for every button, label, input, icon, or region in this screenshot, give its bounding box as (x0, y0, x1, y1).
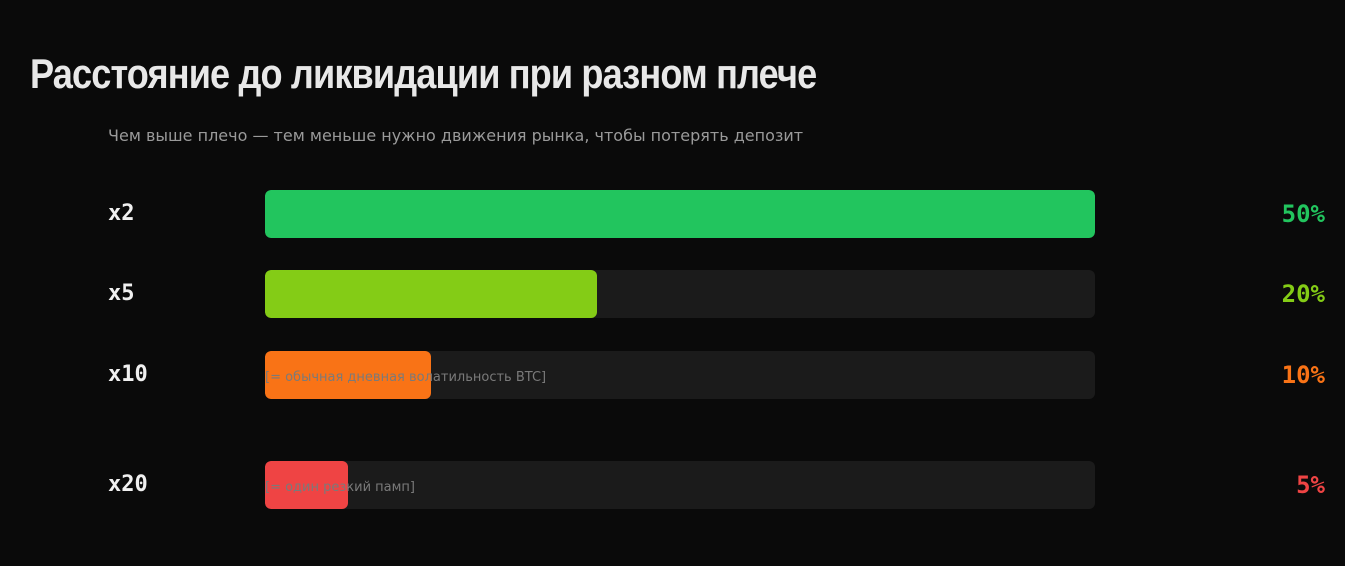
value-label-x2: 50% (1281, 200, 1325, 228)
bar-track-x20 (265, 461, 1095, 509)
bar-x10 (265, 351, 431, 399)
bar-x20 (265, 461, 348, 509)
bar-x2 (265, 190, 1095, 238)
bar-row-x20: x20 5% (0, 461, 1345, 509)
bar-track-x10 (265, 351, 1095, 399)
value-label-x5: 20% (1281, 280, 1325, 308)
category-label-x2: x2 (108, 201, 135, 226)
category-label-x5: x5 (108, 281, 135, 306)
category-label-x10: x10 (108, 362, 148, 387)
annotation-x10: [= обычная дневная волатильность BTC] (265, 370, 547, 385)
annotation-x20: [= один резкий памп] (265, 480, 416, 495)
value-label-x10: 10% (1281, 361, 1325, 389)
category-label-x20: x20 (108, 472, 148, 497)
bar-row-x2: x2 50% (0, 190, 1345, 238)
bar-track-x2 (265, 190, 1095, 238)
chart-title: Расстояние до ликвидации при разном плеч… (30, 50, 817, 97)
bar-row-x10: x10 10% (0, 351, 1345, 399)
bar-track-x5 (265, 270, 1095, 318)
value-label-x20: 5% (1296, 471, 1325, 499)
bar-x5 (265, 270, 597, 318)
bar-row-x5: x5 20% (0, 270, 1345, 318)
chart-subtitle: Чем выше плечо — тем меньше нужно движен… (108, 126, 804, 145)
